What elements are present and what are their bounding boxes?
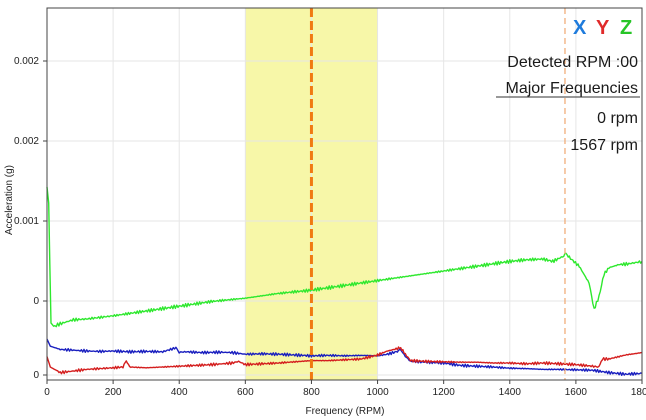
major-frequency-1: 0 rpm	[597, 110, 638, 127]
series-line-y	[46, 346, 643, 375]
series-line-x	[46, 338, 643, 376]
x-tick-label: 1600	[565, 387, 588, 398]
y-axis-ticks: 0 0 0.001 0.002 0.002	[14, 56, 47, 381]
major-frequencies-heading: Major Frequencies	[506, 80, 639, 97]
legend-entry-z[interactable]: Z	[620, 17, 632, 39]
legend-entry-y[interactable]: Y	[596, 17, 610, 39]
y-tick-label: 0.001	[14, 216, 39, 227]
x-tick-label: 400	[171, 387, 188, 398]
x-tick-label: 600	[237, 387, 254, 398]
x-tick-label: 1400	[499, 387, 522, 398]
x-tick-label: 0	[44, 387, 50, 398]
y-tick-label: 0.002	[14, 136, 39, 147]
major-frequency-2: 1567 rpm	[570, 137, 638, 154]
series-line-z	[46, 186, 643, 328]
y-tick-label: 0.002	[14, 56, 39, 67]
legend-entry-x[interactable]: X	[573, 17, 587, 39]
x-tick-label: 200	[105, 387, 122, 398]
x-axis-title: Frequency (RPM)	[306, 406, 385, 417]
x-tick-label: 1000	[366, 387, 389, 398]
x-tick-label: 800	[303, 387, 320, 398]
legend: X Y Z	[573, 17, 632, 39]
x-tick-label: 1200	[433, 387, 456, 398]
plot-frame	[46, 7, 643, 381]
y-tick-label: 0	[33, 370, 39, 381]
grid-lines	[46, 8, 643, 380]
y-tick-label: 0	[33, 296, 39, 307]
detected-rpm-text: Detected RPM :00	[507, 54, 638, 71]
y-axis-title: Acceleration (g)	[4, 165, 15, 235]
info-panel: Detected RPM :00 Major Frequencies 0 rpm…	[496, 54, 640, 154]
series-layer	[46, 186, 643, 376]
